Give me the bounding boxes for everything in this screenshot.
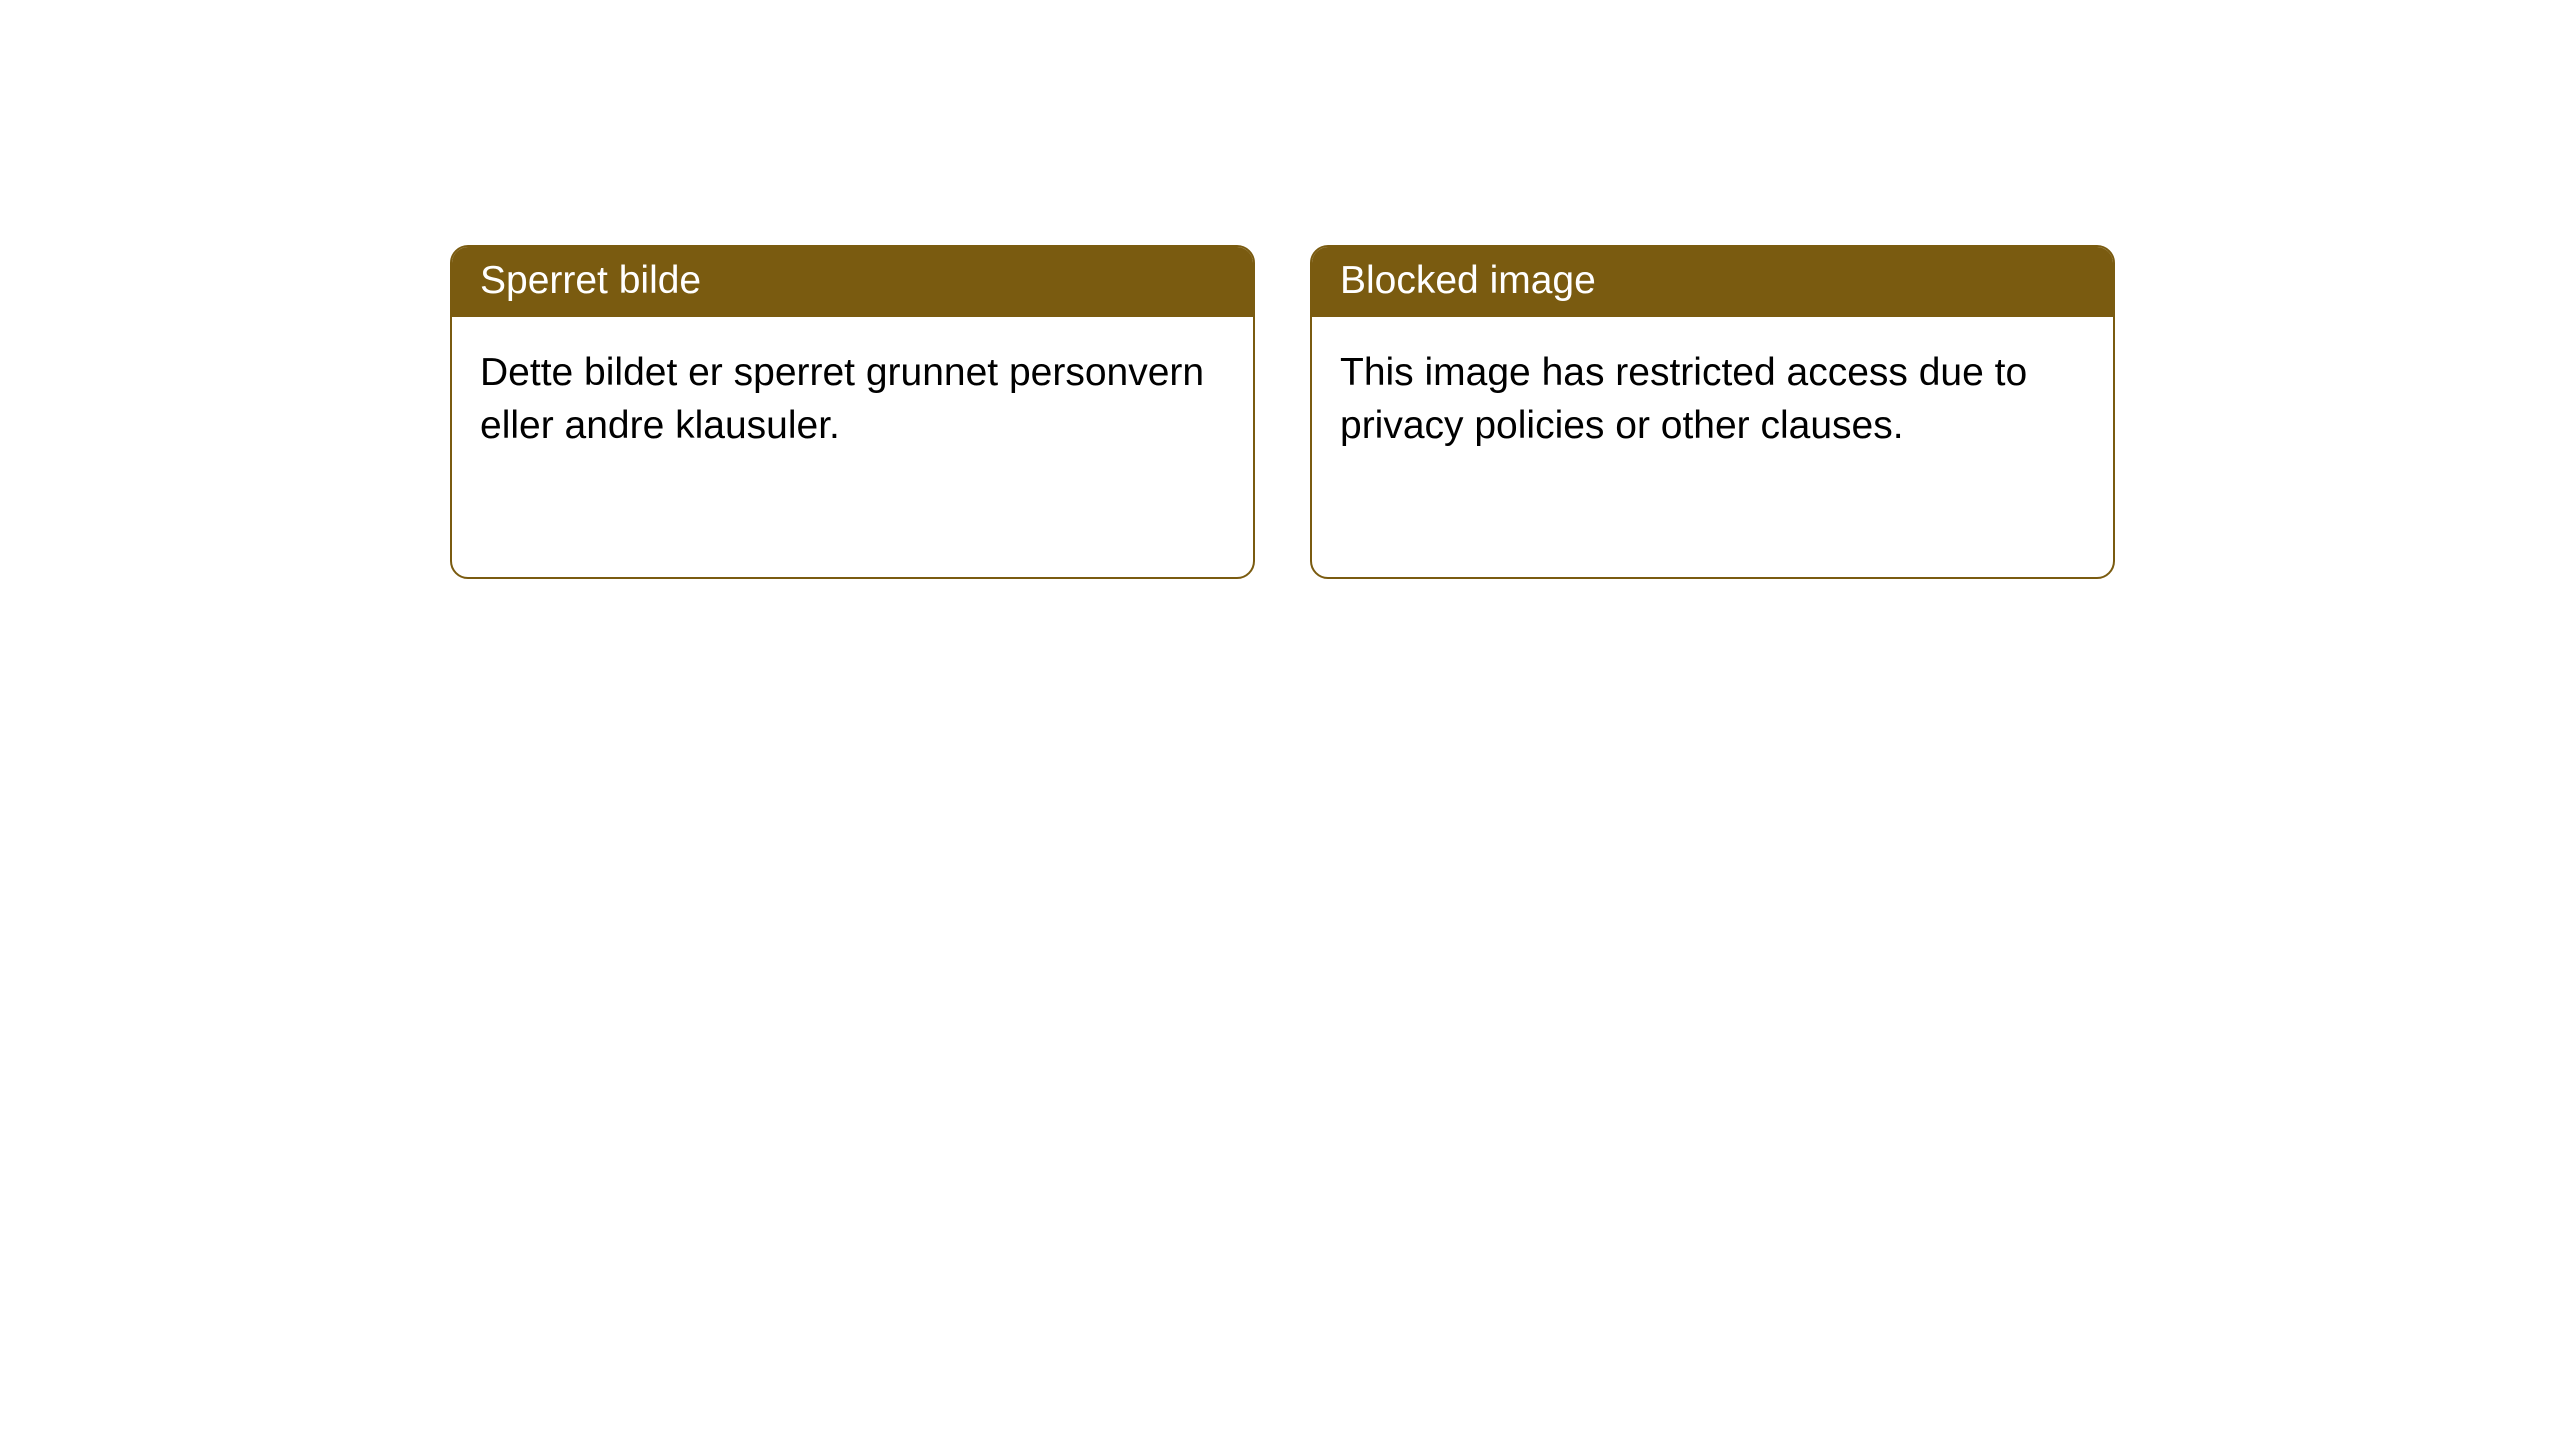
notice-title-english: Blocked image (1312, 247, 2113, 317)
notice-message-norwegian: Dette bildet er sperret grunnet personve… (452, 317, 1253, 482)
notice-title-norwegian: Sperret bilde (452, 247, 1253, 317)
notice-message-english: This image has restricted access due to … (1312, 317, 2113, 482)
notice-container: Sperret bilde Dette bildet er sperret gr… (0, 0, 2560, 579)
notice-card-norwegian: Sperret bilde Dette bildet er sperret gr… (450, 245, 1255, 579)
notice-card-english: Blocked image This image has restricted … (1310, 245, 2115, 579)
